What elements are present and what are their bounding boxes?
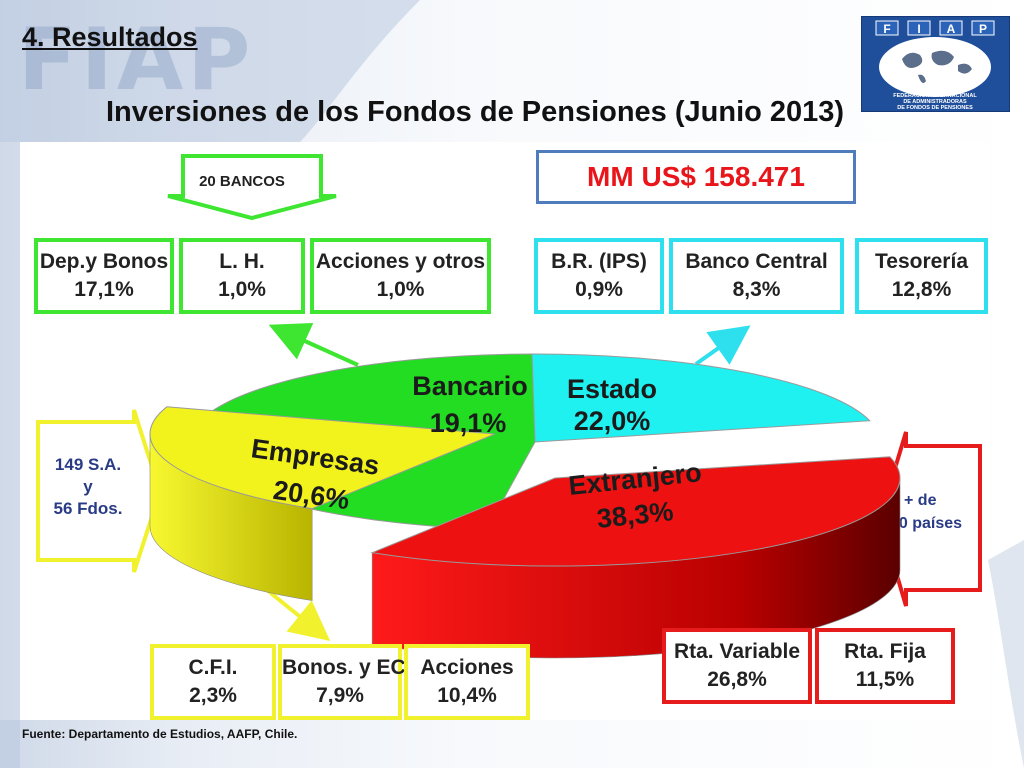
item-value: 1,0% xyxy=(376,278,425,301)
item-value: 8,3% xyxy=(732,278,781,301)
svg-text:y: y xyxy=(83,477,93,496)
item-label: Bonos. y EC xyxy=(282,656,406,679)
svg-text:+ de: + de xyxy=(904,492,937,509)
item-value: 7,9% xyxy=(316,684,364,707)
banks-callout-text: 20 BANCOS xyxy=(199,173,285,190)
estado-item-banco-central: Banco Central 8,3% xyxy=(669,238,844,314)
estado-slice-group xyxy=(531,353,871,443)
extranjero-slice xyxy=(370,456,901,567)
item-label: Tesorería xyxy=(875,250,968,273)
item-label: Rta. Variable xyxy=(673,640,801,663)
item-label: Rta. Fija xyxy=(844,640,926,663)
bancario-item-lh: L. H. 1,0% xyxy=(179,238,305,314)
empresas-item-bonos-ec: Bonos. y EC 7,9% xyxy=(278,644,406,720)
svg-text:149 S.A.: 149 S.A. xyxy=(55,455,121,474)
companies-arrow-callout: 149 S.A. y 56 Fdos. xyxy=(36,409,163,573)
source-note: Fuente: Departamento de Estudios, AAFP, … xyxy=(22,727,298,741)
svg-text:F: F xyxy=(883,22,890,36)
estado-item-br-ips: B.R. (IPS) 0,9% xyxy=(534,238,664,314)
estado-slice-value-label: 22,0% xyxy=(574,406,651,436)
empresas-item-acciones: Acciones 10,4% xyxy=(404,644,530,720)
item-value: 26,8% xyxy=(707,668,767,691)
estado-slice-label: Estado xyxy=(567,374,657,404)
extranjero-slice-group xyxy=(370,456,901,567)
bancario-connector xyxy=(268,322,359,367)
estado-slice xyxy=(531,353,871,443)
fiap-logo: F I A P FEDERACION INTERNACIONAL DE ADMI… xyxy=(861,16,1010,112)
empresas-slice xyxy=(149,406,496,510)
extranjero-item-rta-variable: Rta. Variable 26,8% xyxy=(662,628,812,704)
section-title: 4. Resultados xyxy=(22,22,198,52)
total-amount-box: MM US$ 158.471 xyxy=(536,150,856,204)
bancario-item-acciones-otros: Acciones y otros 1,0% xyxy=(310,238,491,314)
item-label: B.R. (IPS) xyxy=(551,250,647,273)
bancario-slice-value-label: 19,1% xyxy=(430,408,507,438)
empresas-connector xyxy=(260,584,331,642)
page-title: Inversiones de los Fondos de Pensiones (… xyxy=(106,96,845,128)
item-label: Banco Central xyxy=(685,250,828,273)
extranjero-item-rta-fija: Rta. Fija 11,5% xyxy=(815,628,955,704)
empresas-item-cfi: C.F.I. 2,3% xyxy=(150,644,276,720)
item-value: 11,5% xyxy=(855,668,915,691)
banks-arrow-callout: 20 BANCOS xyxy=(167,154,337,221)
foreign-arrow-callout: + de 70 países xyxy=(877,431,982,607)
item-label: C.F.I. xyxy=(188,656,238,679)
bancario-item-dep-bonos: Dep.y Bonos 17,1% xyxy=(34,238,174,314)
svg-text:A: A xyxy=(947,22,956,36)
item-value: 17,1% xyxy=(74,278,134,301)
item-value: 12,8% xyxy=(891,278,952,301)
item-label: Acciones y otros xyxy=(315,250,486,273)
item-label: Dep.y Bonos xyxy=(39,250,169,273)
pie-chart: Bancario19,1%Estado22,0%Extranjero38,3%E… xyxy=(149,353,901,659)
svg-text:DE FONDOS DE PENSIONES: DE FONDOS DE PENSIONES xyxy=(897,105,973,111)
watermark: FIAP xyxy=(18,10,255,110)
svg-text:I: I xyxy=(917,22,920,36)
empresas-slice-group xyxy=(149,406,496,510)
item-value: 0,9% xyxy=(575,278,623,301)
svg-text:70 países: 70 países xyxy=(890,515,962,532)
svg-text:FEDERACION INTERNACIONAL: FEDERACION INTERNACIONAL xyxy=(893,93,977,99)
bancario-slice-label: Bancario xyxy=(412,371,528,401)
svg-text:56 Fdos.: 56 Fdos. xyxy=(54,499,123,518)
item-value: 2,3% xyxy=(189,684,237,707)
item-value: 1,0% xyxy=(218,278,266,301)
estado-connector xyxy=(694,325,751,366)
item-label: Acciones xyxy=(420,656,514,679)
item-label: L. H. xyxy=(219,250,265,273)
estado-item-tesoreria: Tesorería 12,8% xyxy=(855,238,988,314)
svg-text:DE ADMINISTRADORAS: DE ADMINISTRADORAS xyxy=(903,99,967,105)
svg-text:P: P xyxy=(979,22,987,36)
item-value: 10,4% xyxy=(437,684,497,707)
